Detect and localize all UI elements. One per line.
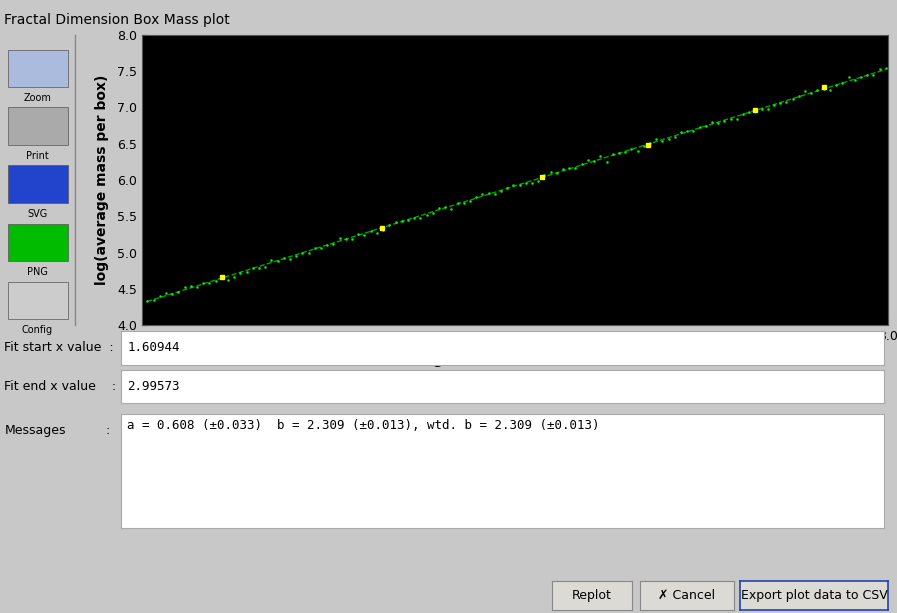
Bar bbox=[7, 50, 67, 87]
Text: Zoom: Zoom bbox=[23, 93, 51, 103]
Text: Print: Print bbox=[26, 151, 48, 161]
X-axis label: log(size of each box [Å]): log(size of each box [Å]) bbox=[419, 351, 611, 367]
Text: Replot: Replot bbox=[572, 588, 612, 602]
Bar bbox=[7, 224, 67, 261]
Text: 1.60944: 1.60944 bbox=[127, 341, 179, 354]
Text: Fit end x value    :: Fit end x value : bbox=[4, 380, 117, 393]
Text: a = 0.608 (±0.033)  b = 2.309 (±0.013), wtd. b = 2.309 (±0.013): a = 0.608 (±0.033) b = 2.309 (±0.013), w… bbox=[127, 419, 600, 432]
Bar bbox=[7, 281, 67, 319]
Text: 2.99573: 2.99573 bbox=[127, 380, 179, 393]
Text: Export plot data to CSV: Export plot data to CSV bbox=[741, 588, 887, 602]
Text: SVG: SVG bbox=[28, 209, 48, 219]
Text: Fractal Dimension Box Mass plot: Fractal Dimension Box Mass plot bbox=[4, 13, 231, 28]
Text: Fit start x value  :: Fit start x value : bbox=[4, 341, 114, 354]
Bar bbox=[7, 166, 67, 203]
Text: PNG: PNG bbox=[27, 267, 48, 277]
Text: Config: Config bbox=[22, 325, 53, 335]
Text: Messages: Messages bbox=[4, 424, 66, 436]
Text: :: : bbox=[106, 424, 110, 436]
Text: ✗ Cancel: ✗ Cancel bbox=[658, 588, 715, 602]
Y-axis label: log(average mass per box): log(average mass per box) bbox=[95, 75, 109, 285]
Bar bbox=[7, 107, 67, 145]
